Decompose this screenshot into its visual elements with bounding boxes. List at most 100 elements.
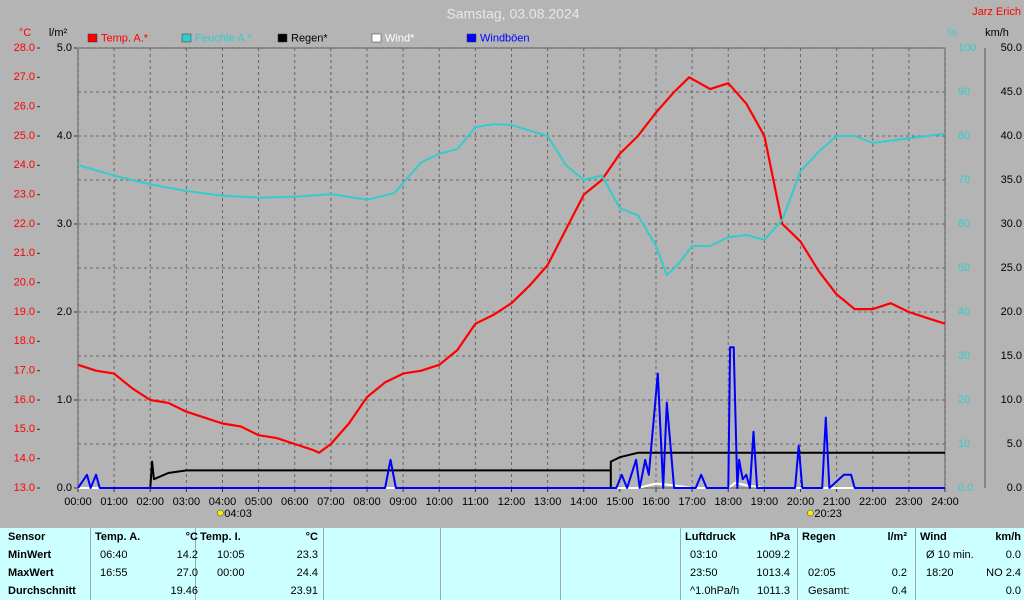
table-cell: 23.91 [290, 585, 318, 597]
x-tick-label: 18:00 [714, 496, 742, 508]
legend-swatch [277, 33, 288, 43]
y-tick-label: 24.0 [14, 159, 35, 171]
column-divider [90, 528, 91, 600]
table-cell: 10:05 [217, 549, 245, 561]
table-cell: Temp. A. [95, 531, 141, 543]
table-cell: 23.3 [296, 549, 318, 561]
column-divider [915, 528, 916, 600]
y2-tick-label: 80 [958, 130, 970, 142]
column-divider [560, 528, 561, 600]
table-cell: Wind [920, 531, 947, 543]
x-tick-label: 20:00 [787, 496, 815, 508]
column-divider [323, 528, 324, 600]
y-tick-label: 17.0 [14, 365, 35, 377]
x-tick-label: 13:00 [534, 496, 562, 508]
y3-tick-label: 2.0 [57, 306, 72, 318]
y4-tick-label: 10.0 [1001, 394, 1022, 406]
y-tick-label: 25.0 [14, 130, 35, 142]
table-cell: 0.2 [891, 567, 907, 579]
y2-tick-label: 40 [958, 306, 970, 318]
table-cell: 18:20 [926, 567, 954, 579]
legend-label: Regen* [291, 32, 328, 44]
column-divider [195, 528, 196, 600]
station-name: Jarz Erich [972, 6, 1021, 18]
table-cell: 02:05 [808, 567, 836, 579]
y2-tick-label: 10 [958, 438, 970, 450]
series-line [78, 451, 945, 489]
table-cell: 0.0 [1005, 585, 1021, 597]
x-tick-label: 06:00 [281, 496, 309, 508]
table-cell: Sensor [8, 531, 46, 543]
x-tick-label: 02:00 [136, 496, 164, 508]
table-cell: 1013.4 [756, 567, 790, 579]
table-cell: Luftdruck [685, 531, 736, 543]
y-tick-label: 26.0 [14, 101, 35, 113]
x-tick-label: 23:00 [895, 496, 923, 508]
x-tick-label: 03:00 [173, 496, 201, 508]
y3-tick-label: 0.0 [57, 482, 72, 494]
x-tick-label: 12:00 [498, 496, 526, 508]
column-divider [797, 528, 798, 600]
axis-unit: % [947, 27, 957, 39]
table-cell: 27.0 [176, 567, 198, 579]
y3-tick-label: 4.0 [57, 130, 72, 142]
table-cell: 24.4 [296, 567, 318, 579]
table-cell: hPa [769, 531, 790, 543]
x-tick-label: 00:00 [64, 496, 92, 508]
y4-tick-label: 5.0 [1007, 438, 1022, 450]
x-tick-label: 08:00 [353, 496, 381, 508]
y4-tick-label: 25.0 [1001, 262, 1022, 274]
table-cell: Durchschnitt [8, 585, 76, 597]
y2-tick-label: 100 [958, 42, 976, 54]
chart-title: Samstag, 03.08.2024 [446, 6, 579, 22]
y-tick-label: 23.0 [14, 189, 35, 201]
legend-swatch [466, 33, 477, 43]
legend-swatch [181, 33, 192, 43]
table-cell: Regen [802, 531, 836, 543]
y4-tick-label: 45.0 [1001, 86, 1022, 98]
y-tick-label: 15.0 [14, 423, 35, 435]
x-tick-label: 07:00 [317, 496, 345, 508]
y3-tick-label: 5.0 [57, 42, 72, 54]
chart: Samstag, 03.08.2024 Jarz Erich °C l/m² %… [14, 6, 1022, 520]
y4-tick-label: 35.0 [1001, 174, 1022, 186]
sunset-icon [807, 509, 814, 517]
legend-label: Windböen [480, 32, 530, 44]
table-cell: 03:10 [690, 549, 718, 561]
table-cell: °C [185, 531, 198, 543]
y4-tick-label: 15.0 [1001, 350, 1022, 362]
table-cell: °C [305, 531, 318, 543]
column-divider [680, 528, 681, 600]
y2-tick-label: 0.0 [958, 482, 973, 494]
table-cell: 06:40 [100, 549, 128, 561]
x-tick-label: 05:00 [245, 496, 273, 508]
y3-tick-label: 1.0 [57, 394, 72, 406]
x-tick-label: 24:00 [931, 496, 959, 508]
x-tick-label: 15:00 [606, 496, 634, 508]
x-tick-label: 21:00 [823, 496, 851, 508]
table-cell: 16:55 [100, 567, 128, 579]
table-cell: Gesamt: [808, 585, 850, 597]
legend-swatch [87, 33, 98, 43]
y4-tick-label: 40.0 [1001, 130, 1022, 142]
y-tick-label: 18.0 [14, 335, 35, 347]
table-cell: km/h [995, 531, 1021, 543]
y-tick-label: 13.0 [14, 482, 35, 494]
table-cell: 0.0 [1005, 549, 1021, 561]
y-tick-label: 21.0 [14, 247, 35, 259]
x-tick-label: 16:00 [642, 496, 670, 508]
table-cell: 23:50 [690, 567, 718, 579]
column-divider [440, 528, 441, 600]
sunrise-time: 04:03 [224, 508, 252, 520]
x-tick-label: 09:00 [389, 496, 417, 508]
x-tick-label: 19:00 [751, 496, 779, 508]
y-tick-label: 19.0 [14, 306, 35, 318]
table-cell: MinWert [8, 549, 52, 561]
x-tick-label: 17:00 [678, 496, 706, 508]
table-cell: Temp. I. [200, 531, 241, 543]
y4-tick-label: 50.0 [1001, 42, 1022, 54]
table-cell: 00:00 [217, 567, 245, 579]
table-cell: Ø 10 min. [926, 549, 974, 561]
axis-unit: km/h [985, 27, 1009, 39]
